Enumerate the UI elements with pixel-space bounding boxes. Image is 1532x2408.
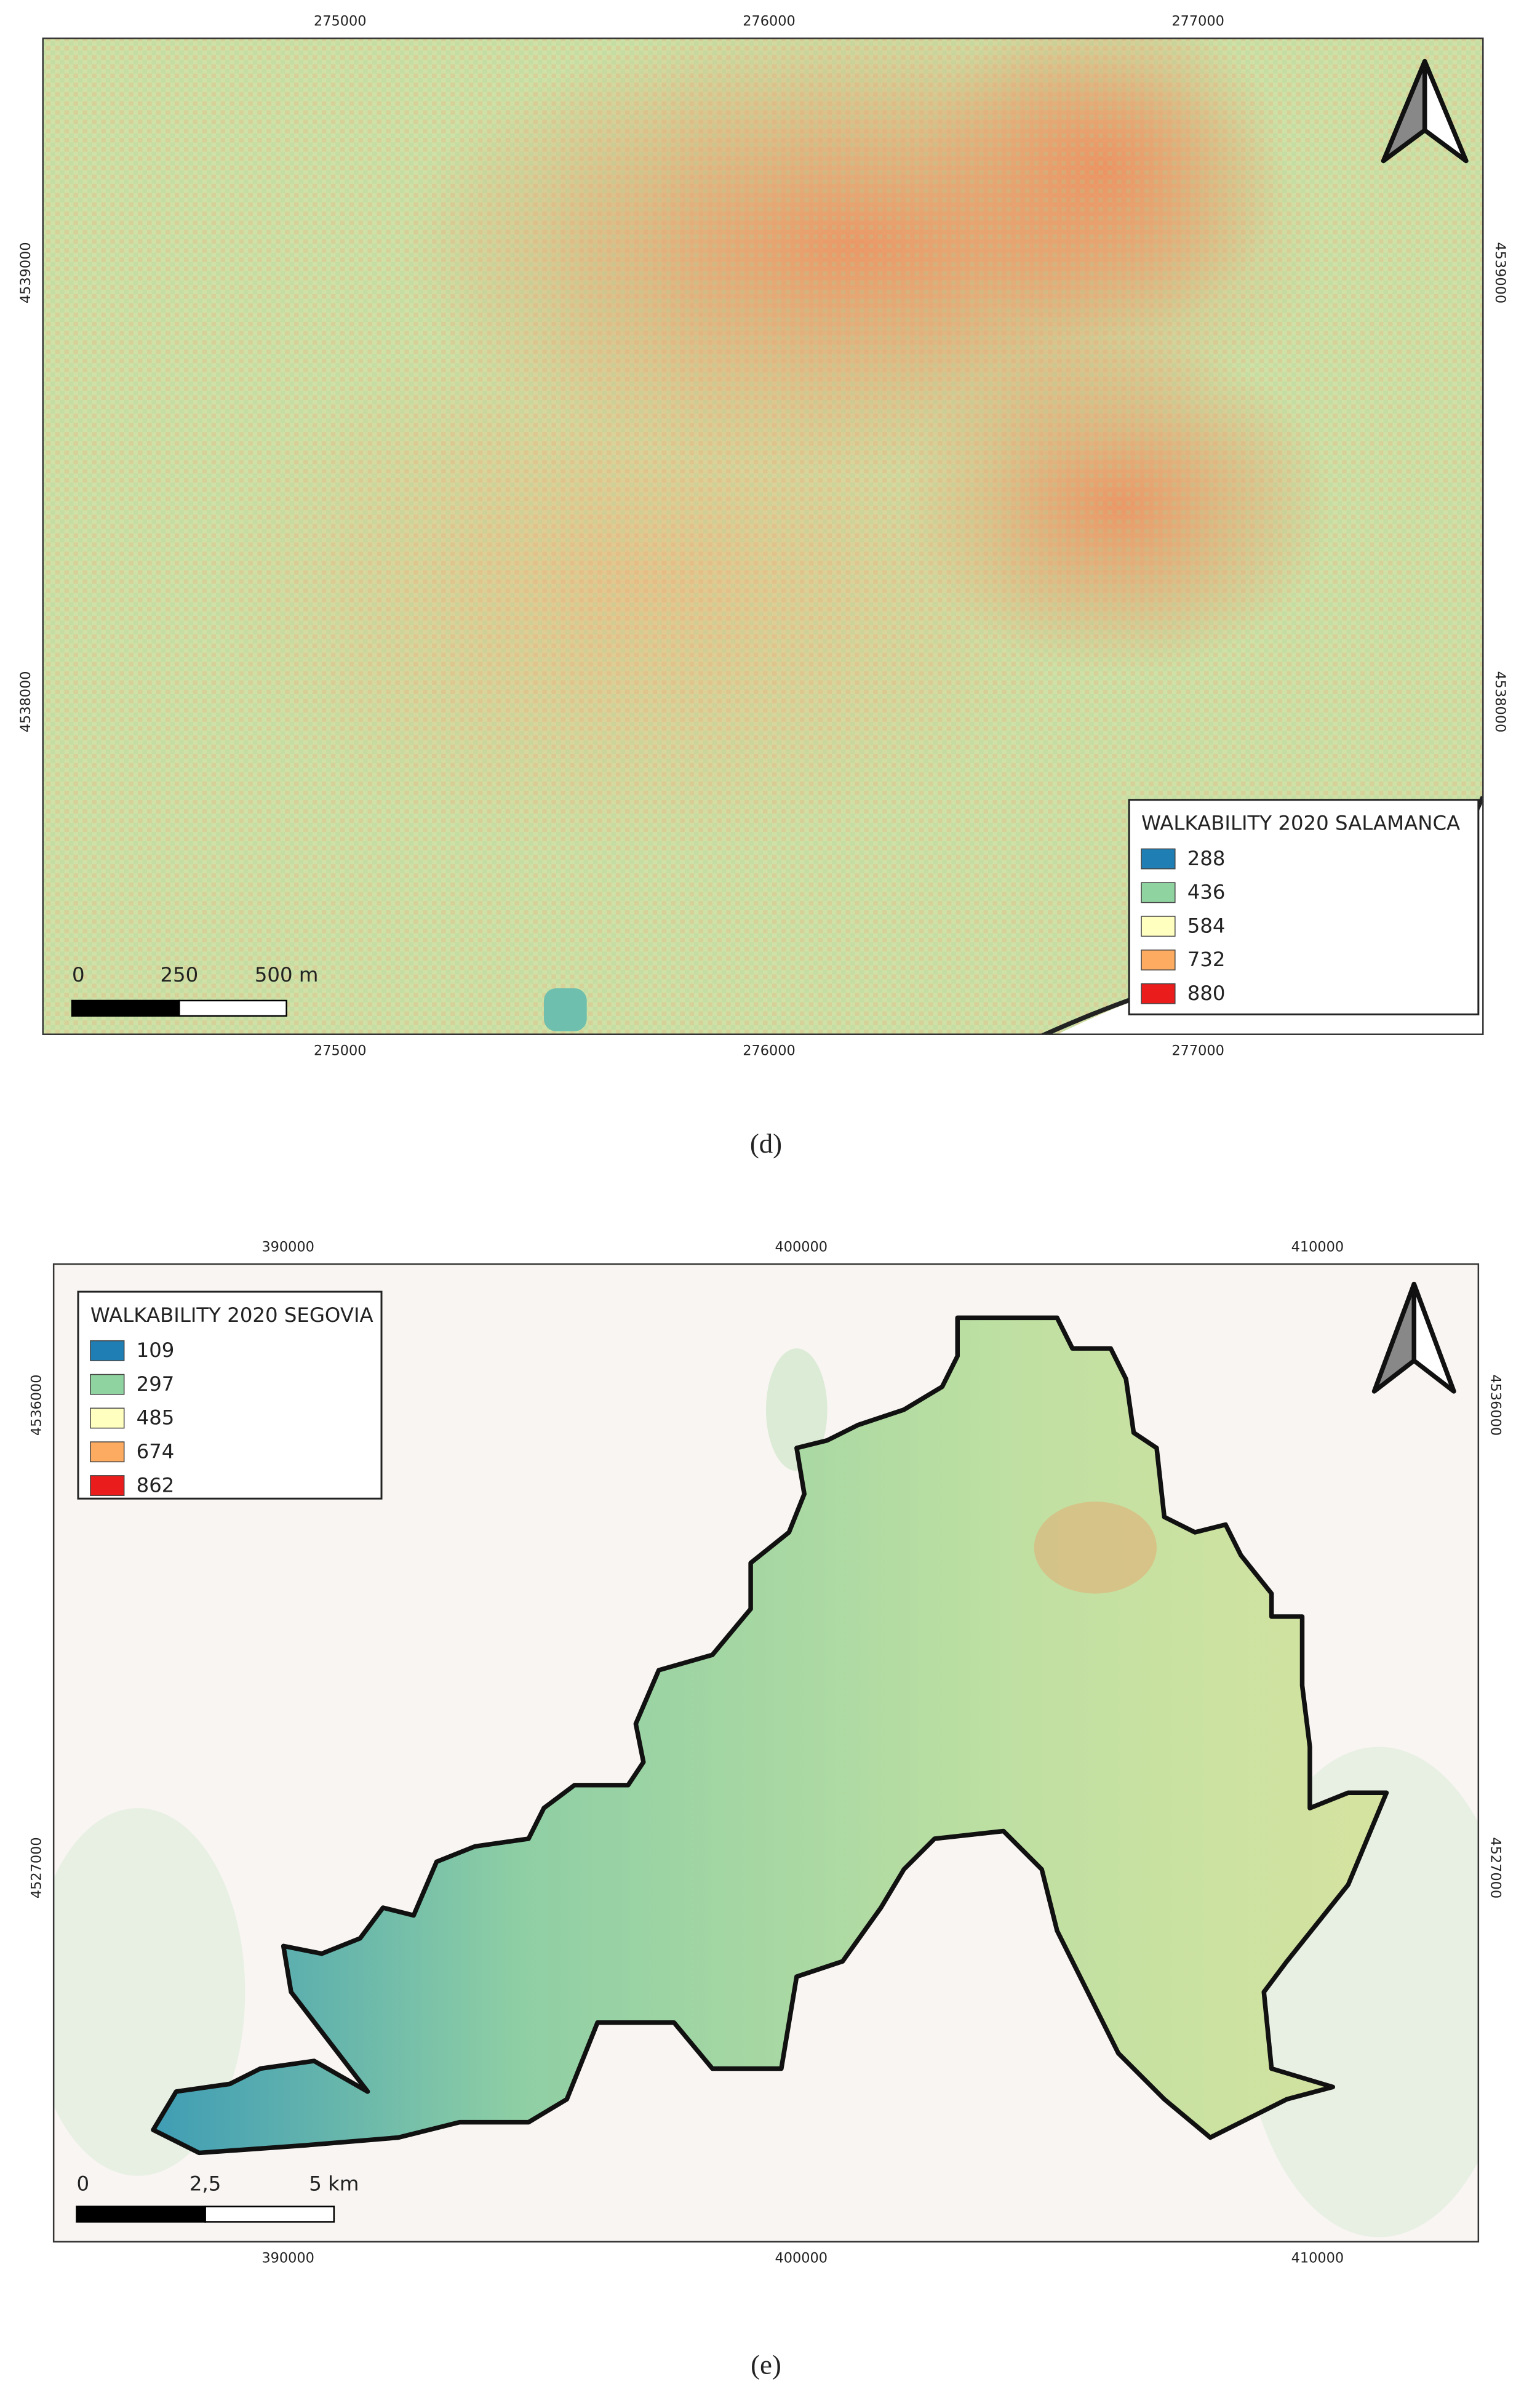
scale-label: 2,5 [190, 2172, 221, 2196]
legend-box [77, 1290, 383, 1500]
legend-label: 862 [137, 1473, 175, 1497]
caption: (e) [751, 2349, 781, 2380]
legend-swatch [1141, 983, 1176, 1004]
legend-swatch [1141, 848, 1176, 870]
x-tick-label: 277000 [1171, 13, 1224, 29]
scale-label: 5 km [309, 2172, 359, 2196]
y-tick-label: 4539000 [1492, 242, 1508, 303]
x-tick-label: 400000 [775, 2250, 828, 2266]
x-tick-label: 276000 [743, 1043, 795, 1059]
y-tick-label: 4538000 [18, 671, 34, 733]
north-arrow [1381, 58, 1469, 164]
y-tick-label: 4527000 [28, 1837, 44, 1898]
legend-swatch [1141, 916, 1176, 937]
legend-label: 297 [137, 1372, 175, 1396]
x-tick-label: 275000 [314, 13, 366, 29]
legend-label: 485 [137, 1406, 175, 1430]
scale-label: 250 [160, 963, 198, 986]
scale-label: 500 m [255, 963, 319, 986]
x-tick-label: 400000 [775, 1239, 828, 1255]
y-tick-label: 4536000 [28, 1374, 44, 1436]
north-arrow [1371, 1281, 1456, 1394]
x-tick-label: 390000 [261, 2250, 314, 2266]
legend-swatch [1141, 882, 1176, 903]
x-tick-label: 276000 [743, 13, 795, 29]
scale-label: 0 [77, 2172, 90, 2196]
legend-swatch [90, 1441, 125, 1463]
legend-label: 288 [1187, 847, 1226, 870]
legend-swatch [90, 1374, 125, 1395]
legend-label: 880 [1187, 982, 1226, 1005]
scale-bar [178, 999, 287, 1017]
y-tick-label: 4538000 [1492, 671, 1508, 733]
x-tick-label: 410000 [1291, 1239, 1344, 1255]
legend-box [1128, 799, 1480, 1015]
x-tick-label: 275000 [314, 1043, 366, 1059]
x-tick-label: 277000 [1171, 1043, 1224, 1059]
scale-label: 0 [72, 963, 85, 986]
legend-swatch [90, 1340, 125, 1361]
legend-swatch [90, 1475, 125, 1496]
caption: (d) [750, 1128, 782, 1159]
scale-bar [76, 2206, 206, 2223]
legend-label: 732 [1187, 948, 1226, 971]
legend-title: WALKABILITY 2020 SEGOVIA [90, 1303, 373, 1327]
legend-swatch [90, 1407, 125, 1429]
legend-label: 436 [1187, 881, 1226, 904]
legend-label: 584 [1187, 914, 1226, 937]
y-tick-label: 4536000 [1488, 1374, 1504, 1436]
legend-label: 109 [137, 1338, 175, 1362]
x-tick-label: 390000 [261, 1239, 314, 1255]
legend-title: WALKABILITY 2020 SALAMANCA [1141, 812, 1460, 835]
scale-bar [204, 2206, 335, 2223]
y-tick-label: 4527000 [1488, 1837, 1504, 1898]
frame-e [52, 1263, 1480, 2243]
frame-d [42, 38, 1484, 1035]
legend-label: 674 [137, 1439, 175, 1463]
legend-swatch [1141, 950, 1176, 970]
scale-bar [71, 999, 180, 1017]
y-tick-label: 4539000 [18, 242, 34, 303]
x-tick-label: 410000 [1291, 2250, 1344, 2266]
